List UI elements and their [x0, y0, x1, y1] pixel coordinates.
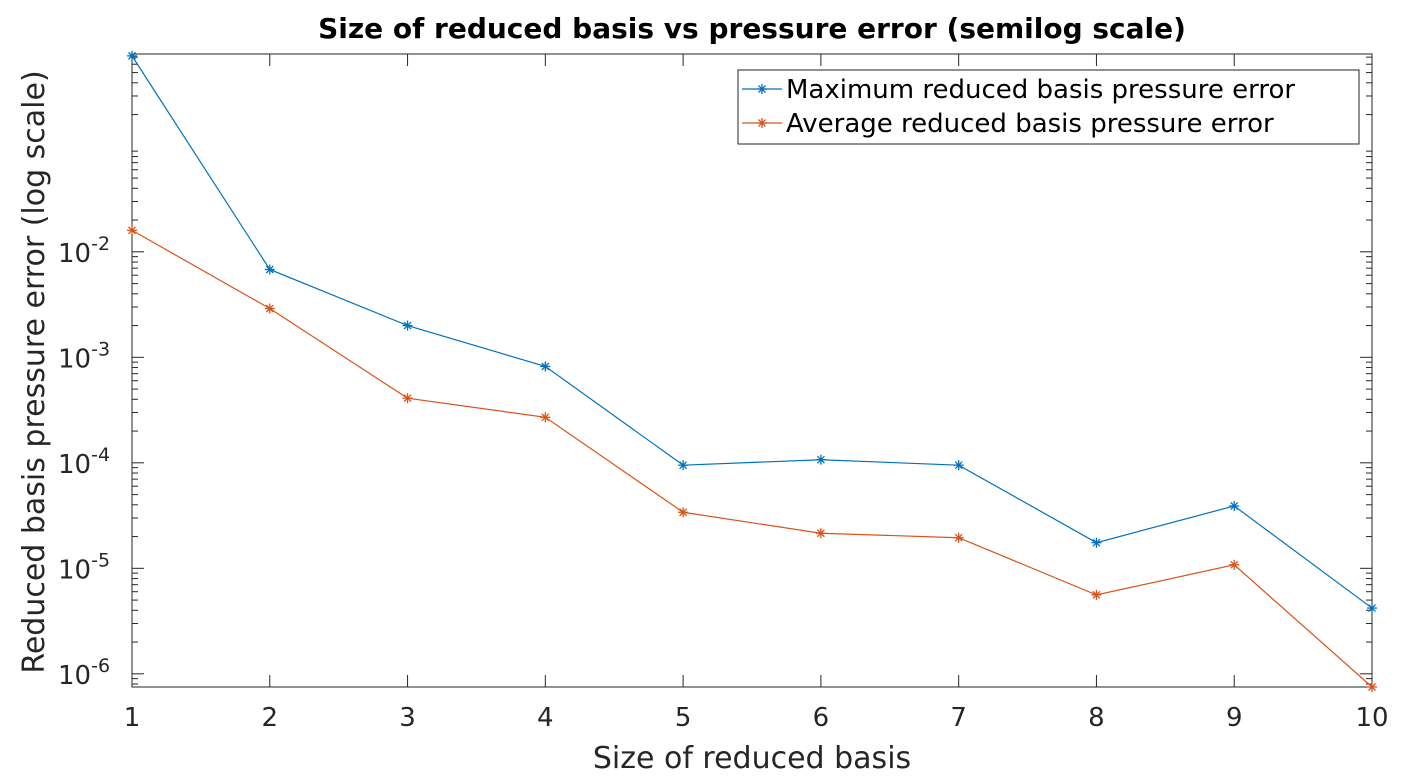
y-tick-exponent: -2	[91, 233, 110, 255]
y-axis-label: Reduced basis pressure error (log scale)	[17, 70, 52, 673]
marker-stroke	[403, 394, 412, 403]
marker-stroke	[758, 119, 766, 127]
marker-stroke	[128, 51, 136, 60]
x-tick-label: 2	[262, 703, 279, 733]
y-tick-base: 10	[58, 450, 91, 480]
legend-label: Maximum reduced basis pressure error	[786, 75, 1295, 105]
x-tick-label: 10	[1355, 703, 1388, 733]
y-tick-label: 10-4	[58, 444, 110, 480]
x-axis-label: Size of reduced basis	[593, 741, 911, 776]
marker-stroke	[816, 455, 825, 464]
marker-stroke	[1092, 538, 1101, 547]
y-tick-label: 10-5	[58, 549, 110, 585]
marker-stroke	[403, 321, 412, 330]
marker-stroke	[758, 85, 766, 93]
data-point	[540, 361, 551, 372]
y-tick-exponent: -3	[91, 338, 110, 360]
marker-stroke	[541, 362, 550, 371]
y-tick-base: 10	[58, 344, 91, 374]
x-tick-label: 7	[950, 703, 967, 733]
marker-stroke	[1230, 502, 1239, 510]
legend-box	[737, 69, 1360, 145]
legend-marker	[757, 118, 767, 128]
data-point	[953, 532, 964, 543]
marker-stroke	[679, 508, 688, 517]
data-point	[1229, 559, 1240, 570]
data-point	[127, 50, 137, 61]
data-point	[264, 264, 275, 275]
x-tick-label: 4	[537, 703, 554, 733]
data-point	[402, 320, 413, 331]
data-point	[127, 225, 137, 236]
data-point	[953, 460, 964, 471]
series-line	[131, 55, 1373, 609]
marker-stroke	[541, 413, 550, 422]
marker-stroke	[1230, 560, 1239, 569]
marker-stroke	[816, 529, 825, 538]
y-tick-base: 10	[58, 555, 91, 585]
marker-stroke	[265, 265, 274, 274]
plot-area-frame	[131, 53, 1373, 688]
data-point	[540, 412, 551, 423]
legend-entry: Maximum reduced basis pressure error	[742, 75, 1295, 105]
data-point	[678, 460, 689, 471]
marker-stroke	[1368, 683, 1376, 691]
marker-stroke	[128, 226, 136, 235]
x-tick-label: 9	[1226, 703, 1243, 733]
data-point	[1367, 603, 1377, 614]
series-maximum	[127, 50, 1377, 614]
marker-stroke	[1368, 604, 1376, 613]
data-point	[402, 393, 413, 404]
data-point	[815, 454, 826, 465]
series-line	[131, 229, 1373, 688]
chart-title: Size of reduced basis vs pressure error …	[318, 12, 1186, 45]
series-average	[127, 225, 1377, 692]
x-tick-label: 3	[399, 703, 416, 733]
y-tick-exponent: -5	[91, 549, 110, 571]
legend-marker	[757, 84, 767, 94]
legend: Maximum reduced basis pressure error Aver…	[737, 69, 1360, 145]
y-tick-exponent: -4	[91, 444, 110, 466]
x-tick-label: 6	[813, 703, 830, 733]
marker-stroke	[1092, 590, 1101, 599]
data-point	[815, 528, 826, 539]
marker-stroke	[954, 533, 963, 542]
data-point	[1091, 589, 1102, 600]
x-tick-label: 1	[124, 703, 141, 733]
data-point	[1091, 537, 1102, 548]
y-tick-label: 10-2	[58, 233, 110, 269]
legend-label: Average reduced basis pressure error	[786, 109, 1274, 139]
legend-entry: Average reduced basis pressure error	[742, 109, 1274, 139]
y-tick-label: 10-3	[58, 338, 110, 374]
marker-stroke	[265, 304, 274, 313]
marker-stroke	[954, 461, 963, 470]
x-tick-label: 8	[1088, 703, 1105, 733]
data-point	[1367, 682, 1377, 692]
data-point	[678, 507, 689, 518]
y-tick-exponent: -6	[91, 655, 110, 677]
data-series	[127, 50, 1377, 692]
marker-stroke	[679, 461, 688, 470]
data-point	[264, 303, 275, 314]
x-tick-label: 5	[675, 703, 692, 733]
y-tick-base: 10	[58, 661, 91, 691]
y-tick-label: 10-6	[58, 655, 110, 691]
y-tick-base: 10	[58, 239, 91, 269]
data-point	[1229, 500, 1240, 511]
